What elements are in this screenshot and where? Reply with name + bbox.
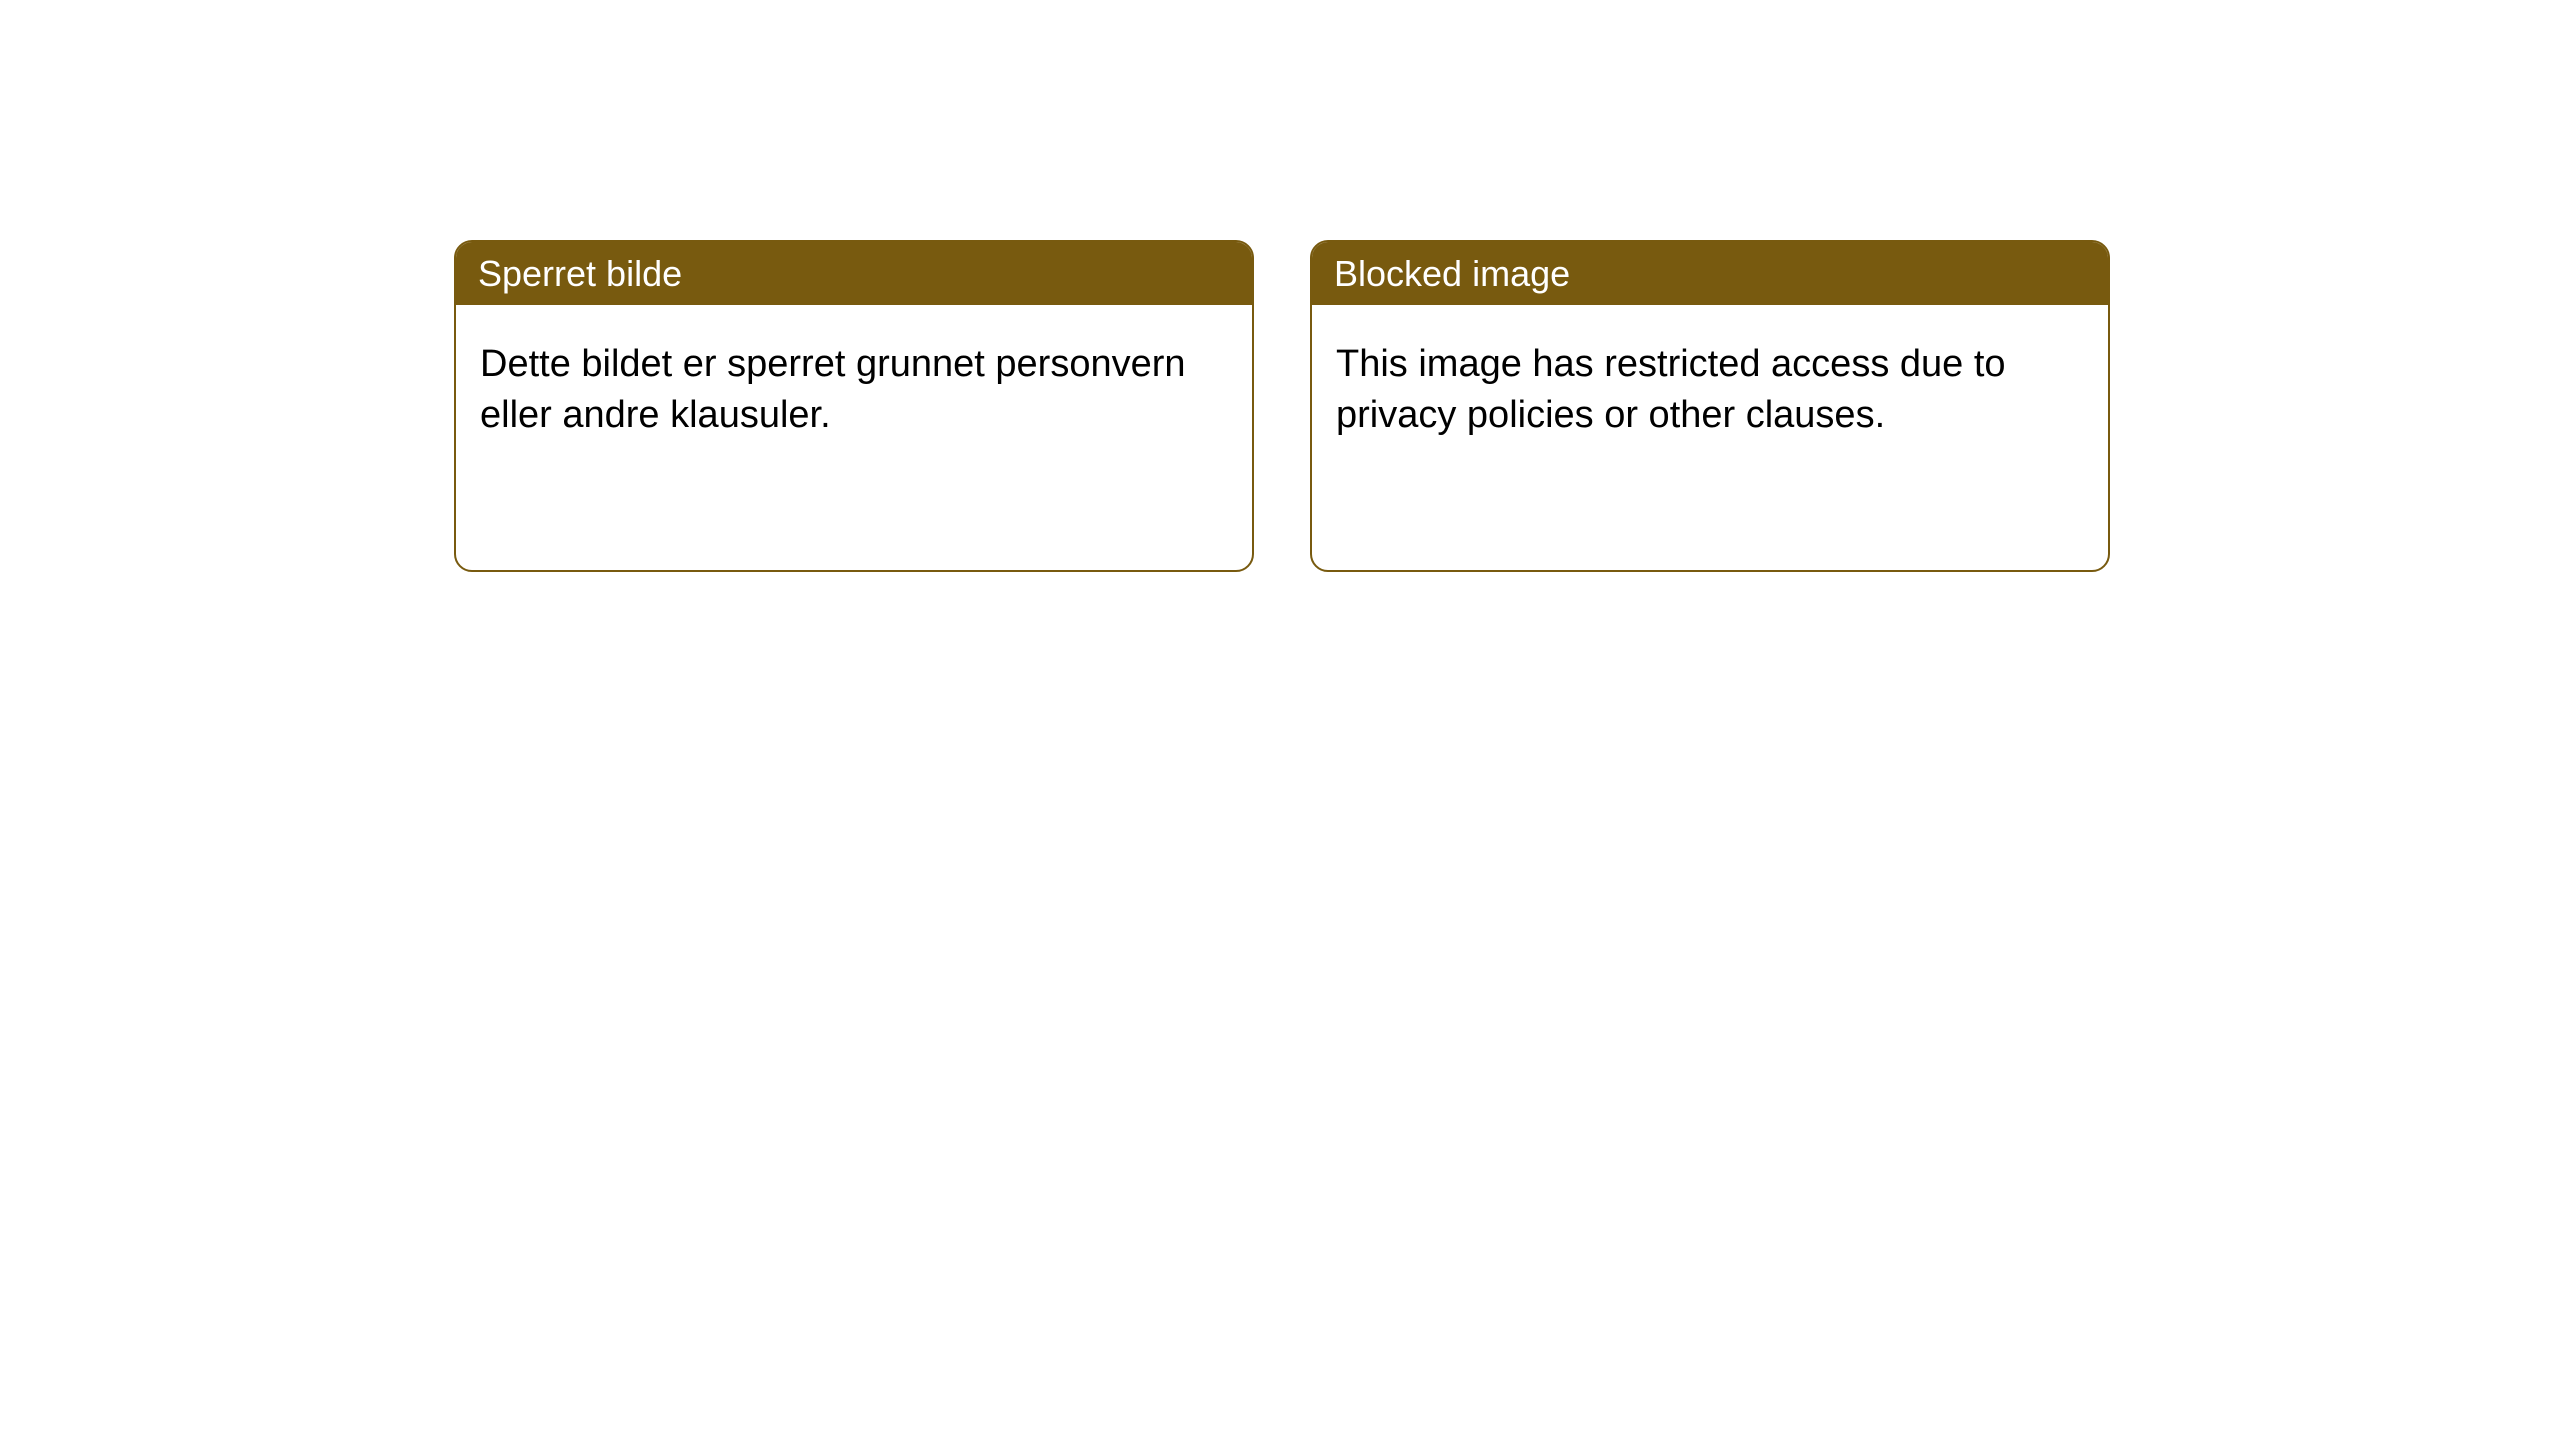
- notice-title-en: Blocked image: [1334, 253, 1570, 294]
- notice-body-text-en: This image has restricted access due to …: [1336, 343, 2006, 436]
- notice-container: Sperret bilde Dette bildet er sperret gr…: [0, 0, 2560, 572]
- notice-card-no: Sperret bilde Dette bildet er sperret gr…: [454, 240, 1254, 572]
- notice-header-no: Sperret bilde: [456, 242, 1252, 305]
- notice-body-text-no: Dette bildet er sperret grunnet personve…: [480, 343, 1186, 436]
- notice-body-en: This image has restricted access due to …: [1312, 305, 2108, 466]
- notice-body-no: Dette bildet er sperret grunnet personve…: [456, 305, 1252, 466]
- notice-card-en: Blocked image This image has restricted …: [1310, 240, 2110, 572]
- notice-header-en: Blocked image: [1312, 242, 2108, 305]
- notice-title-no: Sperret bilde: [478, 253, 682, 294]
